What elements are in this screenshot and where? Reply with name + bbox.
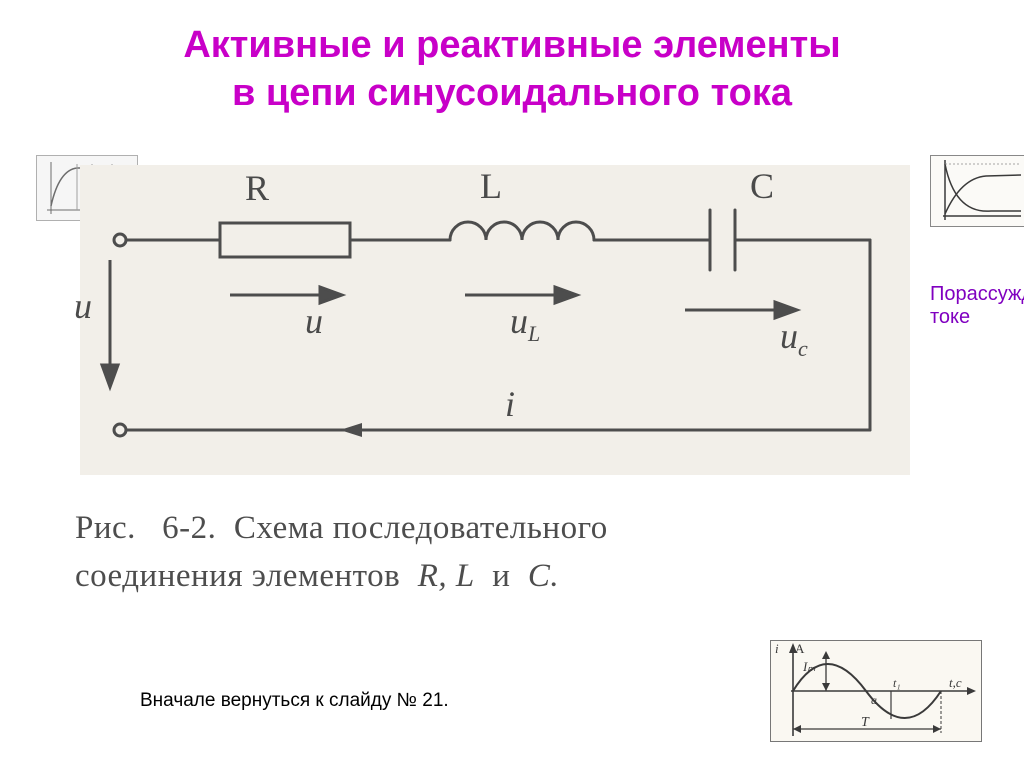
title-line-2: в цепи синусоидального тока (0, 70, 1024, 118)
label-R: R (245, 167, 269, 209)
svg-text:t₁: t₁ (893, 676, 901, 690)
label-uR: u (305, 300, 323, 342)
thumb-sine-svg: i A Iₘ t₁ t,c a T (771, 641, 981, 741)
side-note-line2: токе (930, 306, 1024, 329)
label-uC: uc (780, 315, 808, 362)
svg-text:a: a (871, 693, 877, 707)
circuit-diagram: R L C u u uL uc i (80, 165, 910, 475)
svg-text:t,c: t,c (949, 675, 962, 690)
svg-text:Iₘ: Iₘ (802, 659, 816, 674)
thumb-sine: i A Iₘ t₁ t,c a T (770, 640, 982, 742)
label-uL: uL (510, 300, 540, 347)
svg-text:A: A (795, 641, 805, 656)
label-L: L (480, 165, 502, 207)
label-C: C (750, 165, 774, 207)
svg-text:i: i (775, 641, 779, 656)
title-line-1: Активные и реактивные элементы (0, 22, 1024, 70)
side-note: Порассужда токе (930, 283, 1024, 329)
label-i: i (505, 383, 515, 425)
thumb-right-svg (931, 156, 1024, 226)
label-u-in: u (74, 285, 92, 327)
footnote: Вначале вернуться к слайду № 21. (140, 690, 449, 712)
slide-title: Активные и реактивные элементы в цепи си… (0, 22, 1024, 117)
thumb-right (930, 155, 1024, 227)
figure-caption: Рис. 6-2. Схема последовательного соедин… (75, 505, 915, 601)
slide: Активные и реактивные элементы в цепи си… (0, 0, 1024, 768)
svg-text:T: T (861, 715, 870, 730)
side-note-line1: Порассужда (930, 283, 1024, 306)
